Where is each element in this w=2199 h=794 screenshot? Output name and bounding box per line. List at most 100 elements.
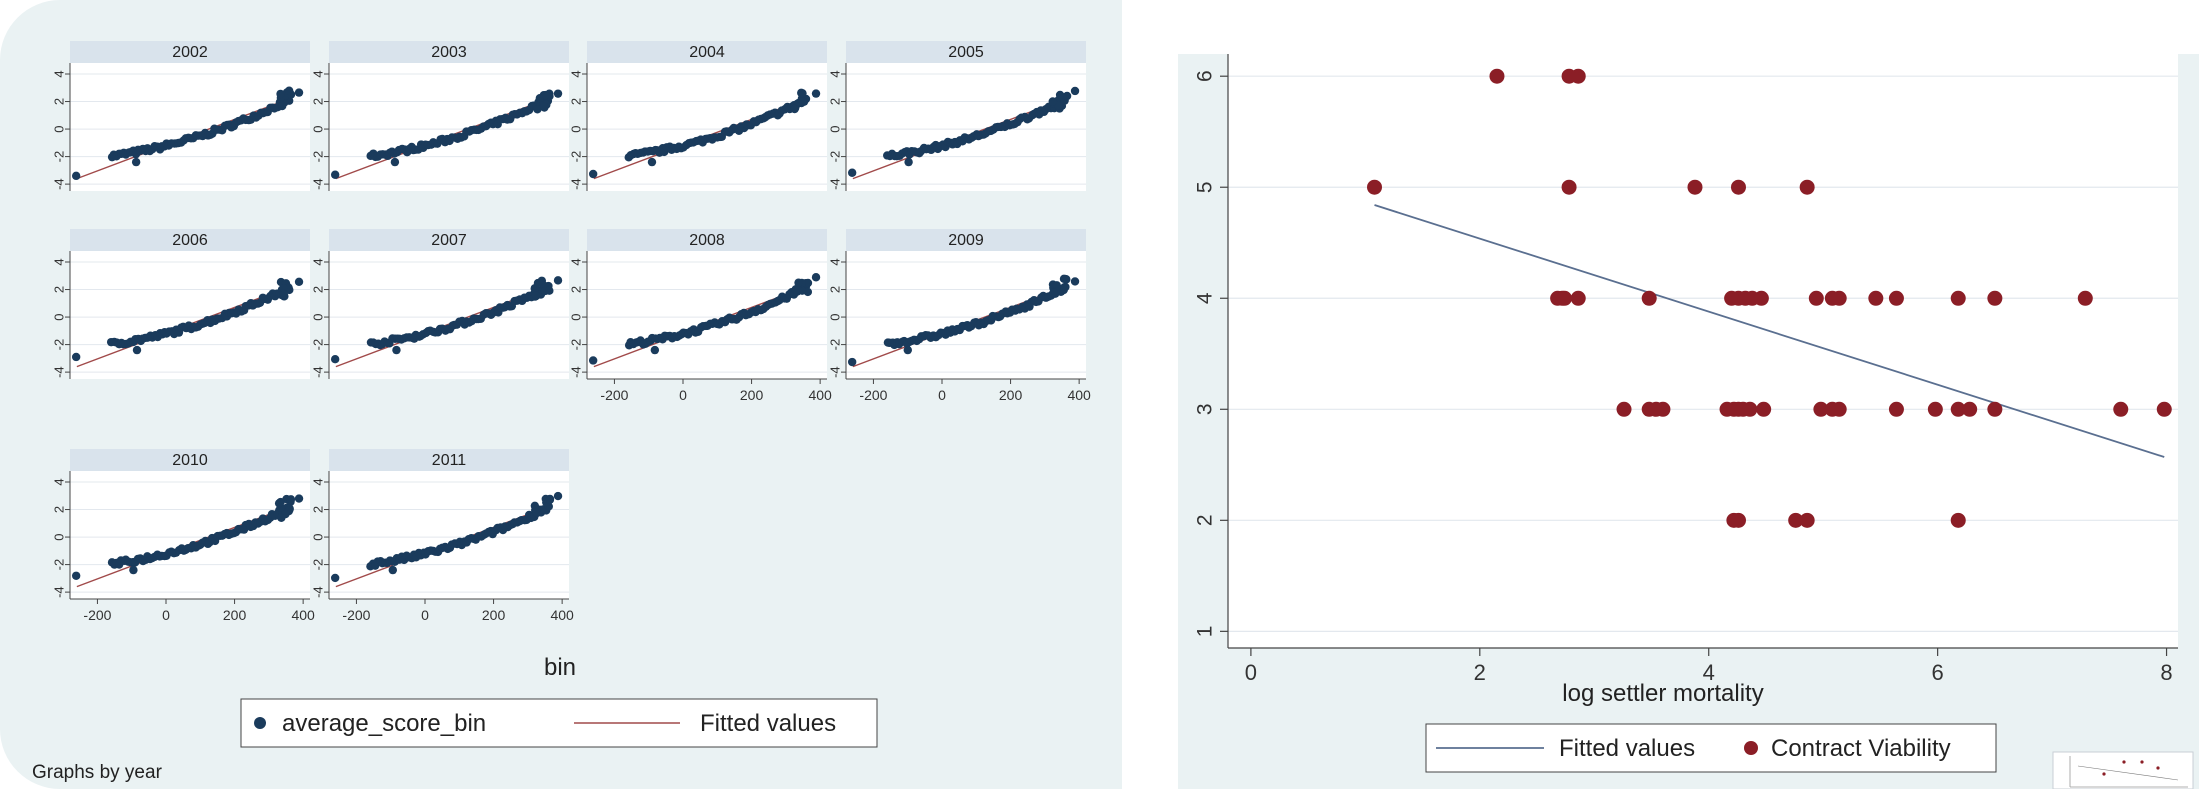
data-point: [1730, 179, 1746, 195]
data-point: [330, 573, 340, 583]
legend-marker-points: [1744, 741, 1758, 755]
data-point: [798, 89, 807, 98]
data-point: [1687, 179, 1703, 195]
data-point: [553, 89, 563, 98]
data-point: [1060, 283, 1069, 292]
y-tick-label: 4: [51, 70, 66, 77]
y-tick-label: 0: [51, 313, 66, 320]
data-point: [904, 157, 913, 167]
data-point: [1753, 290, 1769, 306]
x-tick-label: 0: [421, 607, 429, 623]
y-tick-label: 0: [827, 125, 842, 132]
facet-plot-area: [587, 63, 827, 191]
data-point: [797, 286, 807, 295]
data-point: [71, 352, 81, 362]
x-tick-label: -200: [83, 607, 111, 623]
data-point: [1570, 68, 1586, 84]
fitted-line: [1374, 204, 2165, 458]
x-tick-label: 200: [740, 387, 764, 403]
data-point: [1489, 68, 1505, 84]
legend-label-line: Fitted values: [1559, 735, 1695, 762]
data-point: [1950, 401, 1966, 417]
x-tick-label: 200: [999, 387, 1023, 403]
y-tick-label: -4: [51, 178, 66, 190]
facet-title: 2011: [432, 452, 467, 469]
thumbnail-point: [2156, 766, 2160, 770]
facet-title: 2005: [948, 44, 984, 61]
x-tick-label: 200: [482, 607, 506, 623]
data-point: [1641, 290, 1657, 306]
y-tick-label: 2: [827, 98, 842, 105]
facet-2003: 2003 -4 -2 0 2 4: [310, 41, 569, 191]
y-tick-label: -4: [51, 586, 66, 598]
data-point: [1888, 401, 1904, 417]
data-point: [588, 356, 598, 365]
facet-title: 2003: [431, 44, 467, 61]
facet-title: 2004: [689, 44, 725, 61]
data-point: [284, 86, 294, 95]
y-tick-label: -4: [827, 366, 842, 378]
facet-2007: 2007 -4 -2 0 2 4: [310, 229, 569, 379]
y-tick-label: 2: [310, 286, 325, 293]
legend-label-line: Fitted values: [700, 710, 836, 737]
y-tick-label: -2: [310, 559, 325, 571]
y-tick-label: -4: [827, 178, 842, 190]
y-tick-label: -4: [568, 366, 583, 378]
data-point: [1616, 401, 1632, 417]
data-point: [1049, 288, 1058, 297]
x-tick-label: 6: [1932, 660, 1944, 685]
facet-plot-area: [846, 63, 1086, 191]
y-tick-label: 0: [51, 125, 66, 132]
facet-2008: 2008 -4 -2 0 2 4 -200 0 200 400: [568, 229, 832, 403]
y-tick-label: 3: [1194, 403, 1217, 415]
x-tick-label: -200: [342, 607, 370, 623]
y-tick-label: -2: [568, 151, 583, 163]
x-tick-label: 0: [938, 387, 946, 403]
x-tick-label: 200: [223, 607, 247, 623]
data-point: [1813, 401, 1829, 417]
y-tick-label: -4: [310, 178, 325, 190]
data-point: [1730, 512, 1746, 528]
facet-header: [587, 41, 827, 63]
facet-header: [70, 229, 310, 251]
data-point: [2156, 401, 2172, 417]
legend-label-points: average_score_bin: [282, 710, 486, 737]
data-point: [71, 171, 81, 181]
y-tick-label: -2: [51, 559, 66, 571]
y-tick-label: 0: [568, 125, 583, 132]
facet-plot-area: [329, 471, 569, 599]
facet-header: [70, 449, 310, 471]
data-point: [1987, 401, 2003, 417]
y-tick-label: 0: [51, 533, 66, 540]
legend-box: [240, 698, 878, 748]
data-point: [811, 273, 821, 282]
y-tick-label: 0: [310, 533, 325, 540]
data-point: [1367, 179, 1383, 195]
facet-header: [846, 229, 1086, 251]
facet-plot-area: [329, 63, 569, 191]
data-point: [532, 291, 541, 301]
data-point: [903, 345, 912, 355]
facet-header: [846, 41, 1086, 63]
data-point: [1950, 512, 1966, 528]
facet-plot-area: [70, 471, 310, 599]
y-tick-label: -2: [310, 339, 325, 351]
data-point: [294, 277, 304, 287]
plot-area: [1228, 54, 2178, 648]
facet-2004: 2004 -4 -2 0 2 4: [568, 41, 827, 191]
data-point: [532, 504, 541, 514]
data-point: [1070, 86, 1080, 96]
y-tick-label: 4: [51, 258, 66, 265]
y-tick-label: 2: [310, 506, 325, 513]
facet-note: Graphs by year: [32, 762, 163, 783]
data-point: [553, 491, 563, 501]
data-point: [803, 278, 813, 288]
data-point: [1831, 290, 1847, 306]
data-point: [1962, 401, 1978, 417]
data-point: [1052, 281, 1061, 290]
data-point: [1987, 290, 2003, 306]
facet-title: 2009: [948, 232, 984, 249]
y-tick-label: 2: [51, 98, 66, 105]
facet-2006: 2006 -4 -2 0 2 4: [51, 229, 310, 379]
legend-marker-points: [254, 717, 266, 729]
